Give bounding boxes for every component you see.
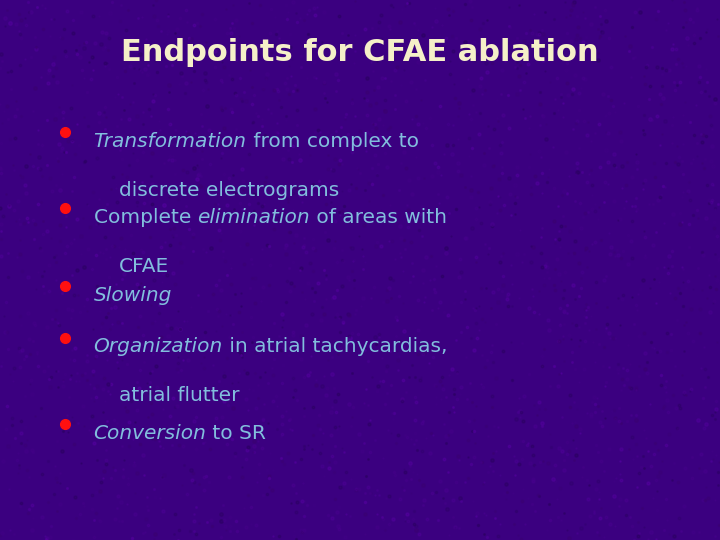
Text: in atrial tachycardias,: in atrial tachycardias, bbox=[223, 338, 447, 356]
Text: Endpoints for CFAE ablation: Endpoints for CFAE ablation bbox=[121, 38, 599, 67]
Text: of areas with: of areas with bbox=[310, 208, 447, 227]
Text: elimination: elimination bbox=[197, 208, 310, 227]
Text: Conversion: Conversion bbox=[94, 424, 207, 443]
Text: atrial flutter: atrial flutter bbox=[119, 386, 239, 405]
Text: Slowing: Slowing bbox=[94, 286, 172, 305]
Text: from complex to: from complex to bbox=[246, 132, 418, 151]
Text: Organization: Organization bbox=[94, 338, 223, 356]
Text: Complete: Complete bbox=[94, 208, 197, 227]
Text: discrete electrograms: discrete electrograms bbox=[119, 181, 339, 200]
Text: to SR: to SR bbox=[207, 424, 266, 443]
Text: Transformation: Transformation bbox=[94, 132, 246, 151]
Text: CFAE: CFAE bbox=[119, 256, 169, 275]
